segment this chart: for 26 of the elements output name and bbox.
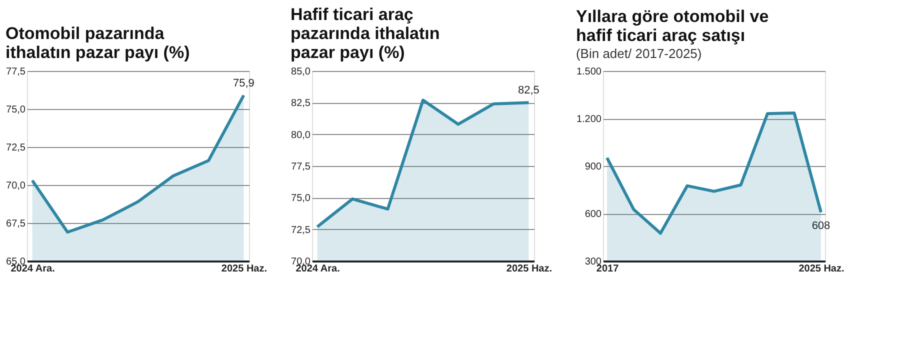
data-label: 82,5 <box>518 84 540 97</box>
chart-title: Otomobil pazarında ithalatın pazar payı (%) <box>6 24 190 62</box>
x-tick-label: 2017 <box>596 264 620 274</box>
data-label: 75,9 <box>233 77 254 90</box>
y-tick-label: 900 <box>584 162 602 172</box>
x-tick-label: 2025 Haz. <box>798 264 844 274</box>
y-tick-label: 75,0 <box>291 193 311 204</box>
y-tick-label: 77,5 <box>6 66 26 78</box>
chart-title: Hafif ticari araç pazarında ithalatın pazar payı (%) <box>290 5 440 62</box>
y-tick-label: 70,0 <box>6 180 26 192</box>
y-tick-label: 77,5 <box>291 162 311 172</box>
x-tick-label: 2025 Haz. <box>221 264 268 274</box>
y-tick-label: 72,5 <box>291 224 311 236</box>
y-tick-label: 82,5 <box>291 98 311 110</box>
y-tick-label: 1.200 <box>576 114 602 125</box>
y-tick-label: 1.500 <box>576 66 602 78</box>
y-tick-label: 75,0 <box>6 104 26 116</box>
y-tick-label: 72,5 <box>6 142 26 154</box>
chart-title: Yıllara göre otomobil ve hafif ticari araç satışı <box>576 7 769 45</box>
data-label: 608 <box>812 220 830 232</box>
x-tick-label: 2025 Haz. <box>506 264 552 274</box>
chart-subtitle: (Bin adet/ 2017-2025) <box>576 46 702 61</box>
y-tick-label: 600 <box>584 209 602 220</box>
y-tick-label: 85,0 <box>291 66 311 78</box>
y-tick-label: 67,5 <box>6 218 26 230</box>
y-tick-label: 80,0 <box>291 130 311 141</box>
